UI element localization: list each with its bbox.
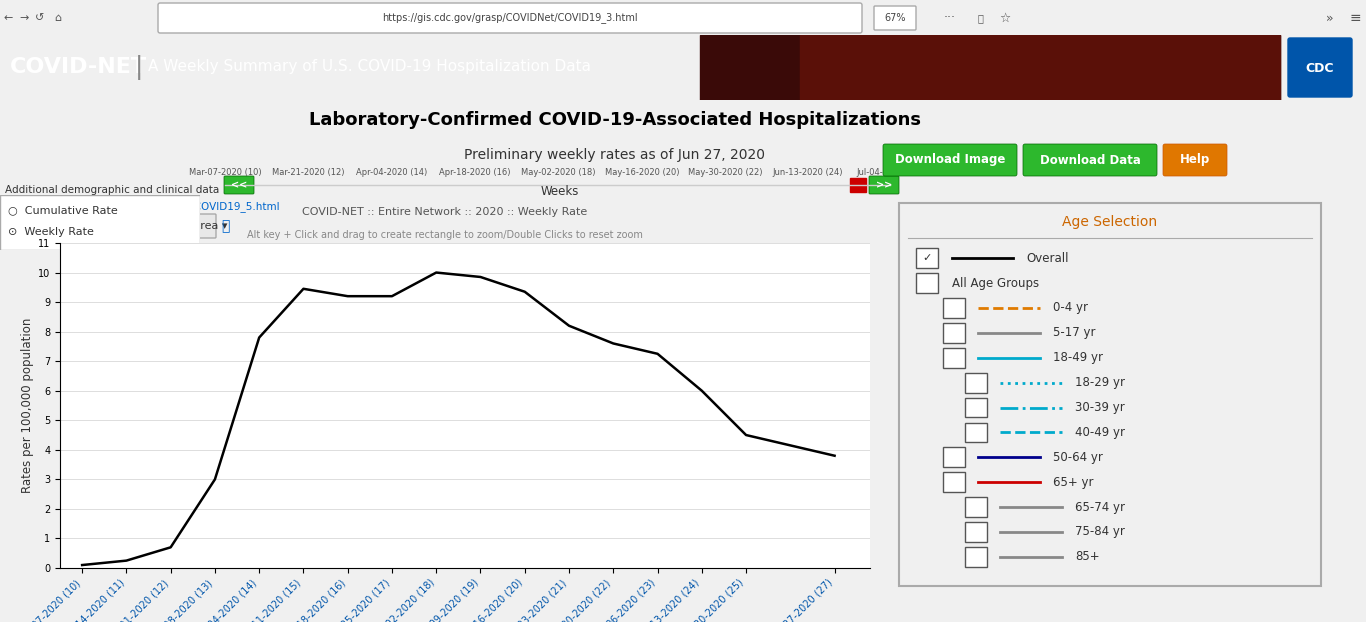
Bar: [964, 497, 986, 517]
Text: ⊙  Weekly Rate: ⊙ Weekly Rate: [8, 227, 94, 237]
Text: 65-74 yr: 65-74 yr: [1075, 501, 1124, 514]
Text: Additional demographic and clinical data: Additional demographic and clinical data: [5, 185, 220, 195]
Text: Mar-21-2020 (12): Mar-21-2020 (12): [272, 168, 344, 177]
Y-axis label: Rates per 100,000 population: Rates per 100,000 population: [20, 318, 34, 493]
Text: ↺: ↺: [36, 13, 45, 23]
Text: 67%: 67%: [884, 13, 906, 23]
FancyBboxPatch shape: [1162, 144, 1227, 176]
FancyBboxPatch shape: [4, 214, 81, 238]
Text: 30-39 yr: 30-39 yr: [1075, 401, 1124, 414]
Text: 🔖: 🔖: [977, 13, 984, 23]
Text: ☆: ☆: [1000, 11, 1011, 24]
Text: Alt key + Click and drag to create rectangle to zoom/Double Clicks to reset zoom: Alt key + Click and drag to create recta…: [247, 230, 643, 240]
Text: Apr-18-2020 (16): Apr-18-2020 (16): [440, 168, 511, 177]
Bar: [800, 35, 1280, 100]
Text: May-02-2020 (18): May-02-2020 (18): [520, 168, 596, 177]
Text: »: »: [1326, 11, 1333, 24]
Text: 18-49 yr: 18-49 yr: [1053, 351, 1102, 364]
Text: Jul-04-2020 (27): Jul-04-2020 (27): [856, 168, 923, 177]
Text: >>: >>: [876, 180, 892, 190]
Bar: [917, 248, 938, 268]
Text: Select a Surveillance Area ▾: Select a Surveillance Area ▾: [72, 221, 228, 231]
Text: Overall: Overall: [1026, 252, 1070, 265]
Text: 40-49 yr: 40-49 yr: [1075, 426, 1124, 439]
Text: COVID-NET :: Entire Network :: 2020 :: Weekly Rate: COVID-NET :: Entire Network :: 2020 :: W…: [302, 207, 587, 217]
Text: May-16-2020 (20): May-16-2020 (20): [605, 168, 679, 177]
Text: May-30-2020 (22): May-30-2020 (22): [687, 168, 762, 177]
Text: Download Image: Download Image: [895, 154, 1005, 167]
Text: Jun-13-2020 (24): Jun-13-2020 (24): [773, 168, 843, 177]
Text: Help: Help: [1180, 154, 1210, 167]
Text: Weeks: Weeks: [541, 185, 579, 198]
FancyBboxPatch shape: [224, 176, 254, 194]
Text: 5-17 yr: 5-17 yr: [1053, 327, 1096, 340]
Text: Apr-04-2020 (14): Apr-04-2020 (14): [357, 168, 428, 177]
FancyBboxPatch shape: [869, 176, 899, 194]
Bar: [964, 397, 986, 417]
Text: ←: ←: [3, 13, 12, 23]
Text: <<: <<: [231, 180, 247, 190]
Bar: [943, 298, 964, 318]
Bar: [850, 178, 866, 192]
Text: https://gis.cdc.gov/grasp/COVIDNet/COVID19_5.html: https://gis.cdc.gov/grasp/COVIDNet/COVID…: [5, 201, 280, 212]
Text: Preliminary weekly rates as of Jun 27, 2020: Preliminary weekly rates as of Jun 27, 2…: [464, 148, 765, 162]
Text: ≡: ≡: [1350, 11, 1361, 25]
FancyBboxPatch shape: [1023, 144, 1157, 176]
Text: A Weekly Summary of U.S. COVID-19 Hospitalization Data: A Weekly Summary of U.S. COVID-19 Hospit…: [148, 60, 591, 75]
FancyBboxPatch shape: [874, 6, 917, 30]
Text: Download Data: Download Data: [1040, 154, 1141, 167]
Text: COVID-NET: COVID-NET: [10, 57, 148, 77]
FancyBboxPatch shape: [158, 3, 862, 33]
Text: CDC: CDC: [1306, 62, 1335, 75]
Text: 85+: 85+: [1075, 550, 1100, 564]
Text: →: →: [19, 13, 29, 23]
Text: https://gis.cdc.gov/grasp/COVIDNet/COVID19_3.html: https://gis.cdc.gov/grasp/COVIDNet/COVID…: [382, 12, 638, 24]
Bar: [964, 373, 986, 392]
FancyBboxPatch shape: [1288, 38, 1352, 97]
Text: Display By ▾: Display By ▾: [8, 221, 76, 231]
Bar: [699, 35, 1280, 100]
Text: ○  Cumulative Rate: ○ Cumulative Rate: [8, 205, 117, 215]
FancyBboxPatch shape: [83, 214, 216, 238]
Bar: [964, 522, 986, 542]
Text: 50-64 yr: 50-64 yr: [1053, 451, 1102, 464]
Bar: [964, 422, 986, 442]
Text: ✓: ✓: [922, 253, 932, 263]
Text: |: |: [135, 55, 143, 80]
Bar: [917, 273, 938, 293]
Text: 18-29 yr: 18-29 yr: [1075, 376, 1124, 389]
Bar: [943, 323, 964, 343]
Text: 🛈: 🛈: [221, 219, 229, 233]
Text: ⌂: ⌂: [55, 13, 61, 23]
Bar: [943, 447, 964, 467]
Bar: [943, 472, 964, 492]
Bar: [964, 547, 986, 567]
Text: 0-4 yr: 0-4 yr: [1053, 302, 1087, 315]
Text: All Age Groups: All Age Groups: [952, 277, 1038, 290]
Text: 75-84 yr: 75-84 yr: [1075, 526, 1124, 539]
Text: 65+ yr: 65+ yr: [1053, 476, 1093, 489]
Text: Mar-07-2020 (10): Mar-07-2020 (10): [189, 168, 261, 177]
Text: Age Selection: Age Selection: [1063, 215, 1157, 229]
Text: Laboratory-Confirmed COVID-19-Associated Hospitalizations: Laboratory-Confirmed COVID-19-Associated…: [309, 111, 921, 129]
Text: ···: ···: [944, 11, 956, 24]
FancyBboxPatch shape: [882, 144, 1018, 176]
Bar: [943, 348, 964, 368]
